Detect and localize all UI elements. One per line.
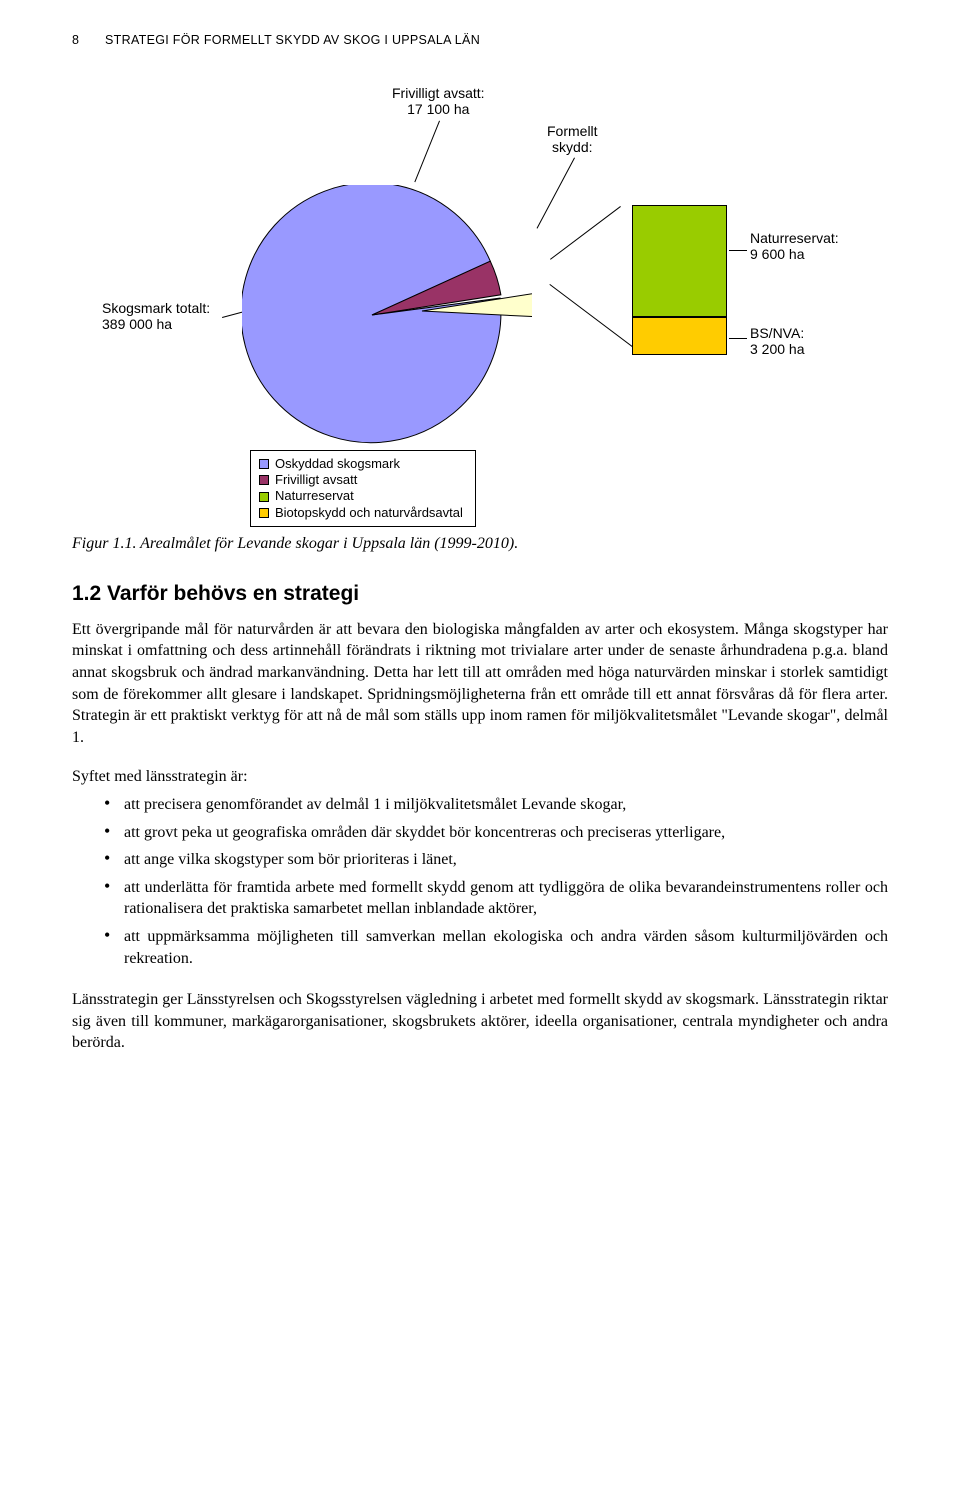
running-title: STRATEGI FÖR FORMELLT SKYDD AV SKOG I UP… — [105, 33, 480, 47]
legend-item: Naturreservat — [259, 488, 463, 504]
body-paragraph: Ett övergripande mål för naturvården är … — [72, 619, 888, 749]
leader-line — [550, 206, 621, 260]
legend-label: Oskyddad skogsmark — [275, 456, 400, 472]
pie-chart — [242, 185, 532, 445]
label-frivilligt: Frivilligt avsatt: 17 100 ha — [392, 85, 485, 117]
leader-line — [549, 284, 641, 354]
figure-chart: Frivilligt avsatt: 17 100 ha Formellt sk… — [72, 85, 888, 525]
legend-swatch — [259, 508, 269, 518]
legend-swatch — [259, 475, 269, 485]
pie-slice-oskyddad — [242, 185, 501, 443]
running-header: 8 STRATEGI FÖR FORMELLT SKYDD AV SKOG I … — [72, 32, 888, 49]
figure-caption: Figur 1.1. Arealmålet för Levande skogar… — [72, 533, 888, 555]
list-item: att ange vilka skogstyper som bör priori… — [104, 849, 888, 871]
leader-line — [729, 338, 747, 339]
legend-label: Frivilligt avsatt — [275, 472, 357, 488]
page-number: 8 — [72, 33, 79, 47]
list-item: att underlätta för framtida arbete med f… — [104, 877, 888, 920]
chart-legend: Oskyddad skogsmark Frivilligt avsatt Nat… — [250, 450, 476, 527]
leader-line — [537, 157, 575, 228]
leader-line — [414, 121, 440, 183]
legend-swatch — [259, 492, 269, 502]
legend-label: Naturreservat — [275, 488, 354, 504]
list-item: att grovt peka ut geografiska områden dä… — [104, 822, 888, 844]
bullet-list: att precisera genomförandet av delmål 1 … — [72, 794, 888, 969]
label-formellt: Formellt skydd: — [547, 123, 598, 155]
leader-line — [729, 250, 747, 251]
legend-item: Frivilligt avsatt — [259, 472, 463, 488]
legend-swatch — [259, 459, 269, 469]
body-paragraph: Länsstrategin ger Länsstyrelsen och Skog… — [72, 989, 888, 1054]
list-item: att precisera genomförandet av delmål 1 … — [104, 794, 888, 816]
list-intro: Syftet med länsstrategin är: — [72, 766, 888, 788]
section-heading: 1.2 Varför behövs en strategi — [72, 580, 888, 608]
list-item: att uppmärksamma möjligheten till samver… — [104, 926, 888, 969]
legend-label: Biotopskydd och naturvårdsavtal — [275, 505, 463, 521]
label-naturreservat: Naturreservat: 9 600 ha — [750, 230, 839, 262]
label-skogsmark: Skogsmark totalt: 389 000 ha — [102, 300, 210, 332]
legend-item: Biotopskydd och naturvårdsavtal — [259, 505, 463, 521]
legend-item: Oskyddad skogsmark — [259, 456, 463, 472]
bar-biotop — [632, 317, 727, 355]
bar-naturreservat — [632, 205, 727, 317]
label-bsnva: BS/NVA: 3 200 ha — [750, 325, 805, 357]
